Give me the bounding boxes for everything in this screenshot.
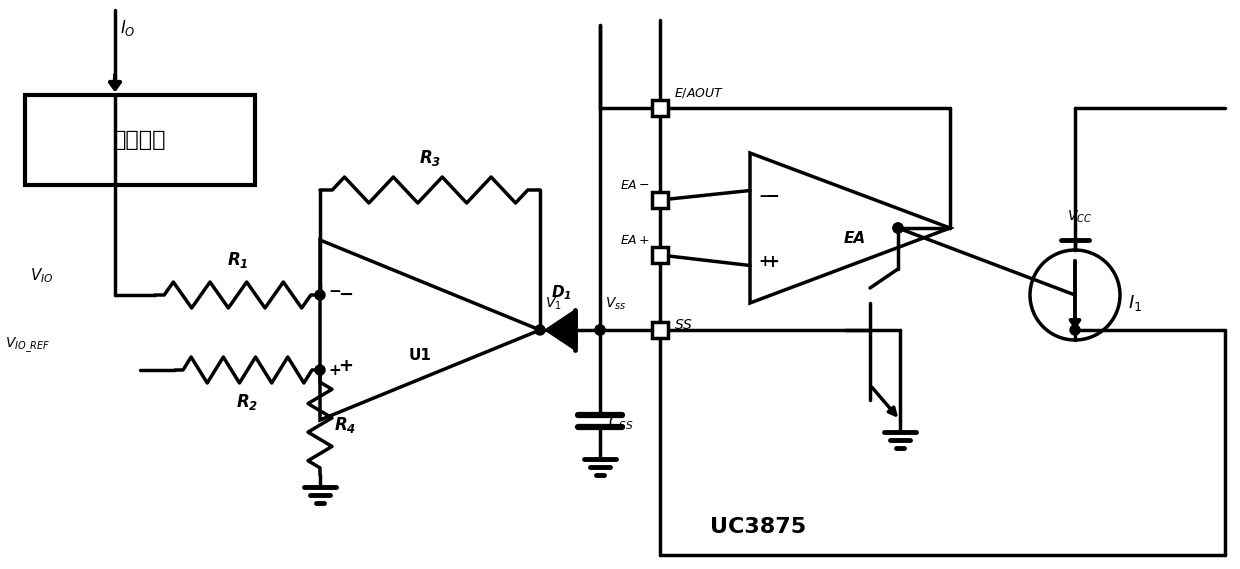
Text: $SS$: $SS$ bbox=[675, 318, 693, 332]
Bar bbox=[652, 247, 668, 263]
Text: $\bfit{R_4}$: $\bfit{R_4}$ bbox=[334, 415, 356, 435]
Text: $\mathbf{-}$: $\mathbf{-}$ bbox=[765, 185, 779, 203]
Text: $V_{ss}$: $V_{ss}$ bbox=[605, 296, 626, 312]
Text: $V_{IO\_REF}$: $V_{IO\_REF}$ bbox=[5, 336, 51, 355]
Text: $\mathbf{-}$: $\mathbf{-}$ bbox=[339, 285, 353, 303]
Text: $\bfit{R_2}$: $\bfit{R_2}$ bbox=[237, 392, 259, 412]
Text: $\mathbf{+}$: $\mathbf{+}$ bbox=[329, 363, 341, 378]
Text: $\mathbf{-}$: $\mathbf{-}$ bbox=[758, 187, 771, 202]
Text: U1: U1 bbox=[408, 348, 432, 362]
Circle shape bbox=[595, 325, 605, 335]
Circle shape bbox=[893, 223, 903, 233]
Bar bbox=[652, 322, 668, 338]
Text: $EA-$: $EA-$ bbox=[620, 179, 650, 192]
Text: $V_{CC}$: $V_{CC}$ bbox=[1068, 209, 1092, 225]
Circle shape bbox=[595, 325, 605, 335]
Text: $I_1$: $I_1$ bbox=[1128, 293, 1142, 313]
Circle shape bbox=[315, 365, 325, 375]
Text: $EA+$: $EA+$ bbox=[620, 234, 650, 247]
Circle shape bbox=[893, 223, 903, 233]
Text: $\mathbf{-}$: $\mathbf{-}$ bbox=[329, 282, 341, 297]
Circle shape bbox=[534, 325, 546, 335]
Text: $V_1$: $V_1$ bbox=[546, 296, 562, 312]
Text: UC3875: UC3875 bbox=[711, 517, 806, 537]
Text: $I_O$: $I_O$ bbox=[120, 18, 135, 38]
Text: $\mathbf{+}$: $\mathbf{+}$ bbox=[765, 253, 779, 271]
Text: EA: EA bbox=[844, 230, 866, 245]
Polygon shape bbox=[546, 310, 575, 350]
Text: $\bfit{R_3}$: $\bfit{R_3}$ bbox=[419, 148, 441, 168]
Circle shape bbox=[315, 290, 325, 300]
Text: $V_{IO}$: $V_{IO}$ bbox=[30, 266, 53, 285]
Bar bbox=[652, 100, 668, 116]
Text: $E/AOUT$: $E/AOUT$ bbox=[675, 86, 724, 100]
Text: $C_{SS}$: $C_{SS}$ bbox=[608, 414, 634, 432]
Text: $\mathbf{+}$: $\mathbf{+}$ bbox=[758, 254, 771, 269]
Text: 电流采样: 电流采样 bbox=[113, 130, 166, 150]
Text: $\bfit{D_1}$: $\bfit{D_1}$ bbox=[551, 283, 572, 302]
Text: $\bfit{R_1}$: $\bfit{R_1}$ bbox=[227, 250, 248, 270]
Bar bbox=[652, 192, 668, 208]
Text: $\mathbf{+}$: $\mathbf{+}$ bbox=[339, 357, 353, 375]
Circle shape bbox=[1070, 325, 1080, 335]
Bar bbox=[25, 95, 255, 185]
